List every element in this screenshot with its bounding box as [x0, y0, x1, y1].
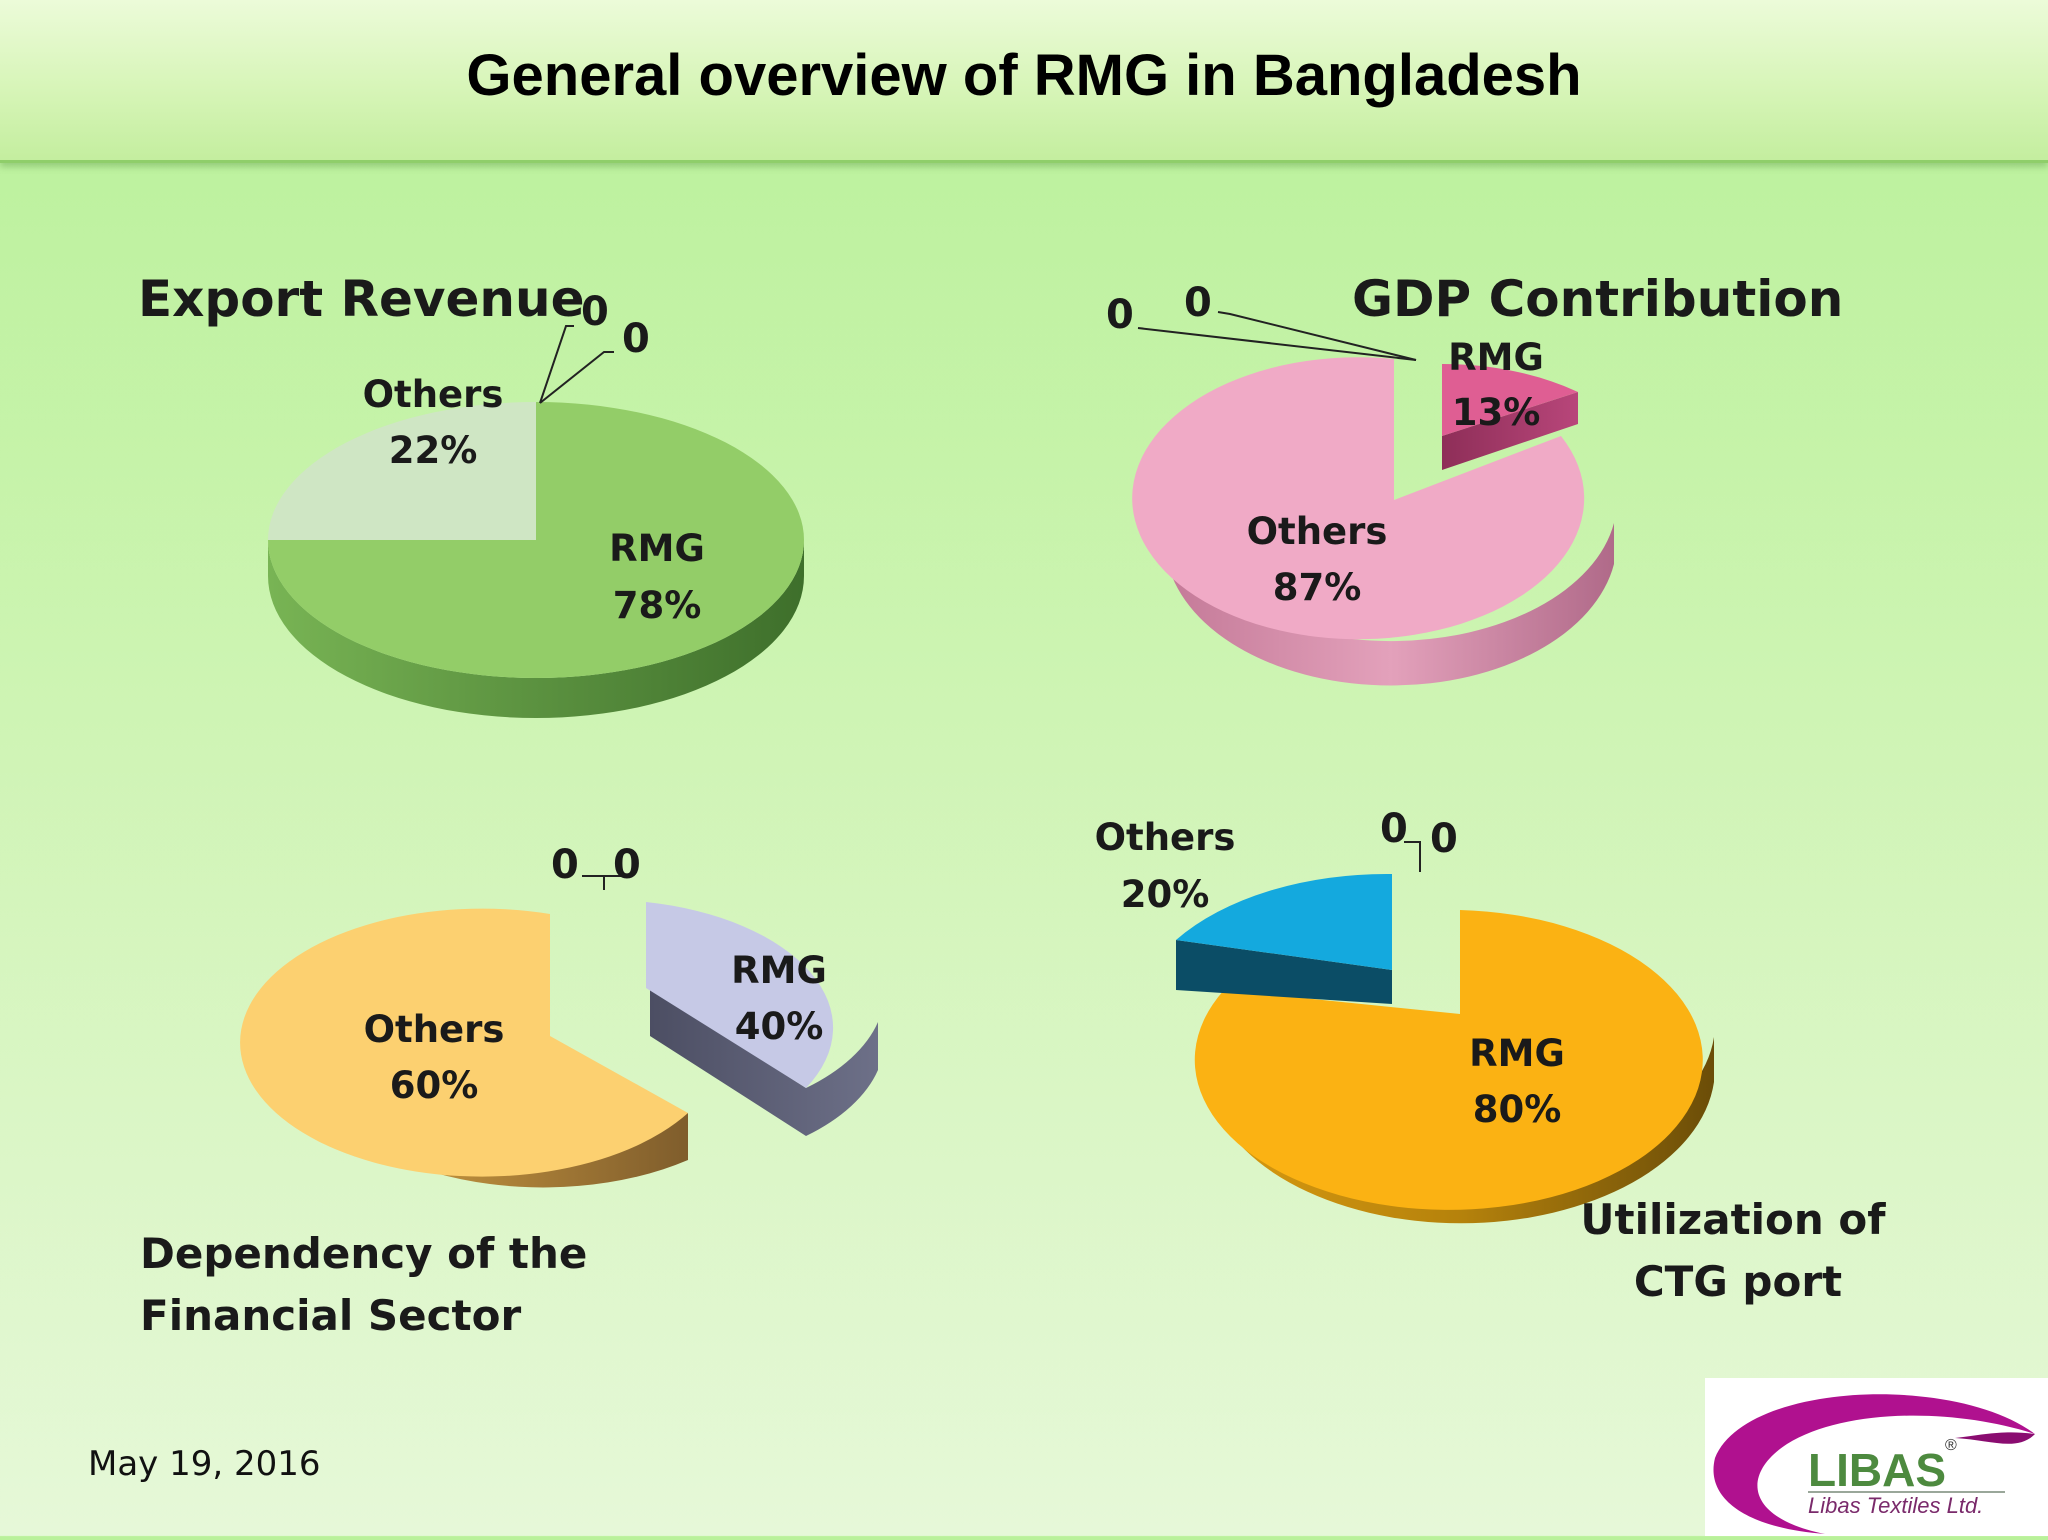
pie-slice-rmg [268, 402, 804, 678]
slice-label-category: Others [364, 1008, 505, 1051]
pie-depth-others [1176, 940, 1392, 1004]
slice-label-category: RMG [609, 527, 705, 570]
slice-label-category: RMG [1448, 336, 1544, 379]
slice-label-value: 80% [1473, 1088, 1562, 1131]
chart-ctg-port: 0 0 Others 20% RMG 80% Utilization of CT… [1095, 806, 1887, 1306]
chart-gdp-contribution: GDP Contribution 0 0 RMG 13% Others 87% [1106, 270, 1843, 686]
slice-label-category: RMG [1469, 1032, 1565, 1075]
registered-mark: ® [1945, 1437, 1957, 1454]
zero-label: 0 [1380, 806, 1408, 852]
slice-label-value: 87% [1273, 566, 1362, 609]
slice-label-value: 78% [613, 584, 702, 627]
zero-label: 0 [1184, 280, 1212, 326]
pie-slice-rmg [1442, 363, 1578, 436]
zero-label: 0 [622, 316, 650, 362]
pie-depth-others [1168, 523, 1614, 686]
leader-line [1404, 841, 1421, 872]
pie-depth-rmg [268, 540, 804, 718]
leader-line [539, 351, 614, 404]
zero-label: 0 [1106, 292, 1134, 338]
slice-label-category: Others [363, 373, 504, 416]
zero-label: 0 [551, 842, 579, 888]
leader-line [1217, 311, 1417, 361]
chart-title: GDP Contribution [1352, 270, 1843, 328]
zero-label: 0 [1430, 816, 1458, 862]
pie-slice-others [240, 908, 688, 1177]
slide-title: General overview of RMG in Bangladesh [466, 43, 1582, 108]
logo-text: LIBAS [1808, 1444, 1946, 1496]
zero-label: 0 [613, 842, 641, 888]
slide-date: May 19, 2016 [88, 1444, 321, 1484]
slice-label-category: Others [1247, 510, 1388, 553]
pie-slice-others [1176, 873, 1392, 970]
leader-line [539, 325, 574, 404]
company-logo: LIBAS ® Libas Textiles Ltd. [1705, 1378, 2048, 1536]
pie-depth-rmg [1442, 392, 1578, 470]
slice-label-value: 22% [389, 429, 478, 472]
leader-line [1137, 327, 1417, 361]
title-bar: General overview of RMG in Bangladesh [0, 0, 2048, 163]
slice-label-category: RMG [731, 949, 827, 992]
logo-subtext: Libas Textiles Ltd. [1808, 1493, 1983, 1518]
zero-label: 0 [581, 289, 609, 335]
slice-label-value: 13% [1452, 391, 1541, 434]
slice-label-value: 40% [735, 1005, 824, 1048]
chart-export-revenue: Export Revenue 0 0 Others 22% RMG 78% [138, 270, 804, 718]
chart-title-line-1: Dependency of the [140, 1229, 587, 1278]
chart-title-line-2: Financial Sector [140, 1291, 521, 1340]
chart-title-line-2: CTG port [1634, 1257, 1842, 1306]
pie-slice-rmg [1194, 910, 1703, 1210]
slice-label-value: 60% [390, 1064, 479, 1107]
leader-line [582, 875, 626, 890]
pie-slice-others [1132, 357, 1585, 640]
slice-label-value: 20% [1121, 873, 1210, 916]
slice-label-category: Others [1095, 816, 1236, 859]
chart-title: Export Revenue [138, 270, 585, 328]
pie-slice-others [268, 402, 536, 540]
chart-title-line-1: Utilization of [1580, 1195, 1886, 1244]
pie-slice-rmg [646, 902, 834, 1088]
chart-financial-dependency: 0 0 Others 60% RMG 40% Dependency of the… [140, 842, 878, 1340]
libas-logo-mark: LIBAS ® Libas Textiles Ltd. [1713, 1394, 2035, 1534]
